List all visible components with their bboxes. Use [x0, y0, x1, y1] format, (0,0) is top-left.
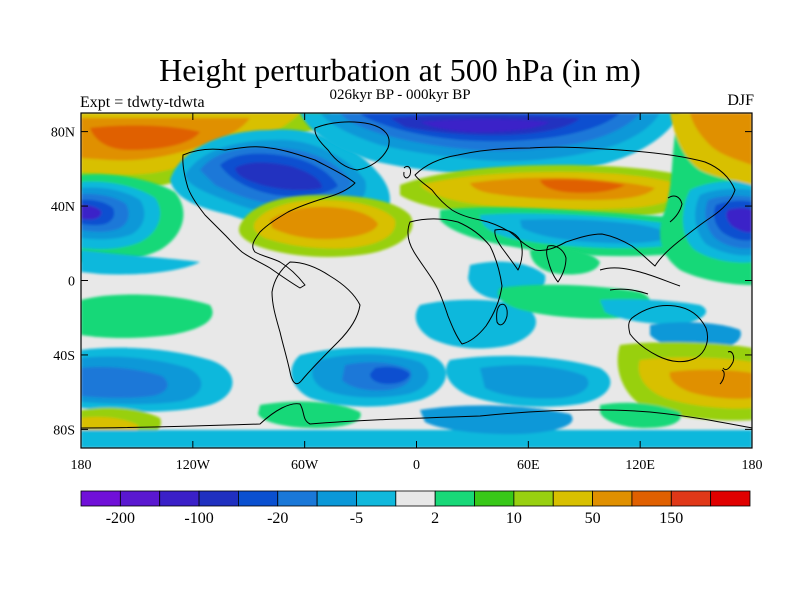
coast-madagascar — [496, 303, 508, 326]
colorbar-box — [119, 490, 161, 507]
plot-subtitle: 026kyr BP - 000kyr BP — [329, 87, 471, 103]
colorbar-box — [670, 490, 712, 507]
colorbar-box — [474, 490, 515, 507]
coast-south-america — [271, 261, 361, 385]
coastlines — [81, 121, 752, 429]
negative-anomaly-west-edge — [81, 174, 184, 264]
colorbar-box — [198, 490, 239, 507]
coast-india-peninsula — [546, 245, 567, 283]
lon-tick-label: 60W — [291, 458, 319, 473]
colorbar-box — [434, 490, 475, 507]
colorbar: -200 -100 -20 -5 2 10 50 150 — [80, 490, 751, 527]
colorbar-box — [238, 490, 279, 507]
coast-australia — [628, 305, 709, 363]
colorbar-box — [80, 490, 121, 507]
colorbar-label: 150 — [659, 510, 683, 527]
colorbar-label: -200 — [106, 510, 135, 527]
positive-anomaly-north-atlantic — [238, 195, 413, 257]
coast-japan — [667, 195, 683, 223]
colorbar-label: -100 — [184, 510, 213, 527]
colorbar-box — [395, 490, 436, 507]
colorbar-box — [316, 490, 357, 507]
colorbar-box — [159, 490, 200, 507]
lon-tick-label: 120E — [625, 458, 655, 473]
lon-tick-label: 180 — [742, 458, 763, 473]
colorbar-box — [710, 490, 751, 507]
positive-anomaly-eurasia — [400, 165, 703, 219]
lat-tick-label: 80N — [51, 126, 75, 141]
negative-anomaly-arctic — [300, 113, 680, 177]
coast-antarctica — [81, 403, 752, 429]
coast-africa — [407, 218, 503, 345]
lat-tick-label: 80S — [53, 423, 75, 438]
height-perturbation-field — [81, 113, 752, 448]
colorbar-label: 2 — [431, 510, 439, 527]
colorbar-label: -20 — [267, 510, 288, 527]
lon-tick-label: 180 — [71, 458, 92, 473]
lat-tick-label: 40S — [53, 349, 75, 364]
coast-indonesia — [599, 267, 681, 295]
plot-title: Height perturbation at 500 hPa (in m) — [159, 52, 641, 88]
season-label: DJF — [727, 92, 754, 109]
axis-ticks: 80N 40N 0 40S 80S 180 120W 60W 0 60E 120E 180 — [51, 113, 763, 473]
colorbar-box — [552, 490, 593, 507]
coast-eurasia — [414, 146, 736, 267]
lon-tick-label: 60E — [517, 458, 540, 473]
lat-tick-label: 40N — [51, 200, 75, 215]
lat-tick-label: 0 — [68, 275, 75, 290]
colorbar-box — [277, 490, 318, 507]
colorbar-box — [356, 490, 397, 507]
coast-british-isles — [403, 165, 411, 179]
experiment-label: Expt = tdwty-tdwta — [80, 94, 205, 111]
colorbar-label: -5 — [350, 510, 363, 527]
lon-tick-label: 0 — [413, 458, 420, 473]
coast-north-america — [182, 146, 356, 289]
lon-tick-label: 120W — [176, 458, 211, 473]
colorbar-box — [513, 490, 554, 507]
anomaly-south-asia — [440, 207, 722, 257]
southern-hemisphere-anomalies — [81, 284, 752, 448]
coast-new-zealand — [719, 351, 735, 385]
colorbar-box — [631, 490, 672, 507]
colorbar-label: 10 — [506, 510, 522, 527]
coast-india — [494, 229, 523, 271]
colorbar-box — [592, 490, 633, 507]
colorbar-label: 50 — [585, 510, 601, 527]
negative-anomaly-east-pacific — [660, 113, 752, 285]
coast-greenland — [314, 121, 390, 171]
